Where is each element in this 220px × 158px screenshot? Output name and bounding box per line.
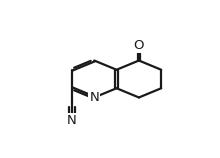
Text: O: O	[134, 39, 144, 52]
Text: N: N	[89, 91, 99, 104]
Text: N: N	[67, 114, 77, 127]
